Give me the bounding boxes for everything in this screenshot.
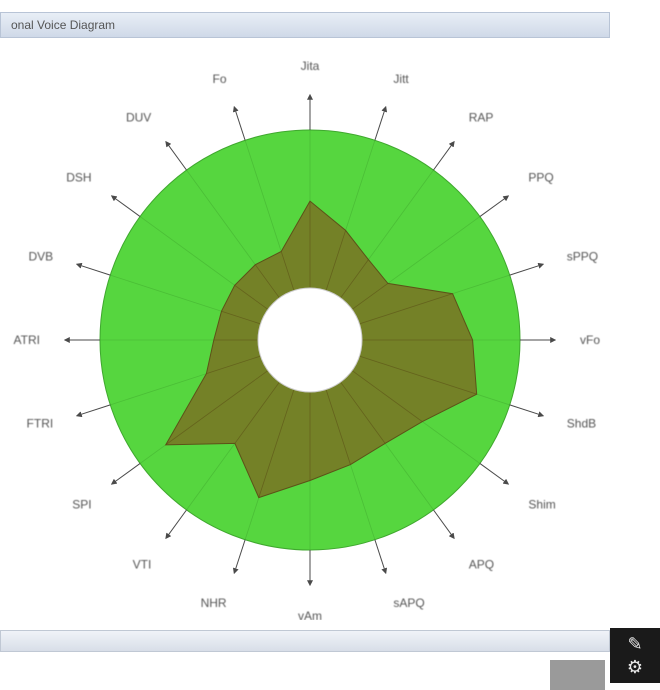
radar-svg: Jita Jitt RAP PPQ sPPQ vFo ShdB Shim APQ sAPQ vAm N… (0, 40, 660, 620)
axis-label: vAm (298, 609, 322, 620)
axis-label: sAPQ (393, 596, 424, 610)
axis-label: ATRI (14, 333, 40, 347)
axis-label: ShdB (567, 416, 596, 430)
axis-label: APQ (469, 557, 494, 571)
axis-label: NHR (201, 596, 227, 610)
axis-label: RAP (469, 111, 494, 125)
axis-label: DUV (126, 111, 151, 125)
corner-toolbox[interactable]: ✎ ⚙ (610, 628, 660, 683)
axis-label: PPQ (528, 170, 553, 184)
window-title: onal Voice Diagram (11, 18, 115, 32)
axis-label: SPI (72, 498, 91, 512)
axis-label: Jitt (393, 72, 409, 86)
window-titlebar: onal Voice Diagram (0, 12, 610, 38)
axis-label: Jita (301, 59, 320, 73)
pencil-icon: ✎ (627, 635, 642, 653)
axis-label: VTI (133, 557, 152, 571)
status-bar (0, 630, 610, 652)
axis-label: DSH (66, 170, 91, 184)
axis-label: vFo (580, 333, 600, 347)
axis-label: sPPQ (567, 250, 598, 264)
gear-icon: ⚙ (627, 658, 643, 676)
axis-label: Shim (528, 498, 555, 512)
footer-block (550, 660, 605, 690)
axis-label: DVB (29, 250, 54, 264)
axis-label: FTRI (27, 416, 54, 430)
radar-chart: Jita Jitt RAP PPQ sPPQ vFo ShdB Shim APQ sAPQ vAm N… (0, 40, 660, 620)
axis-label: Fo (213, 72, 227, 86)
